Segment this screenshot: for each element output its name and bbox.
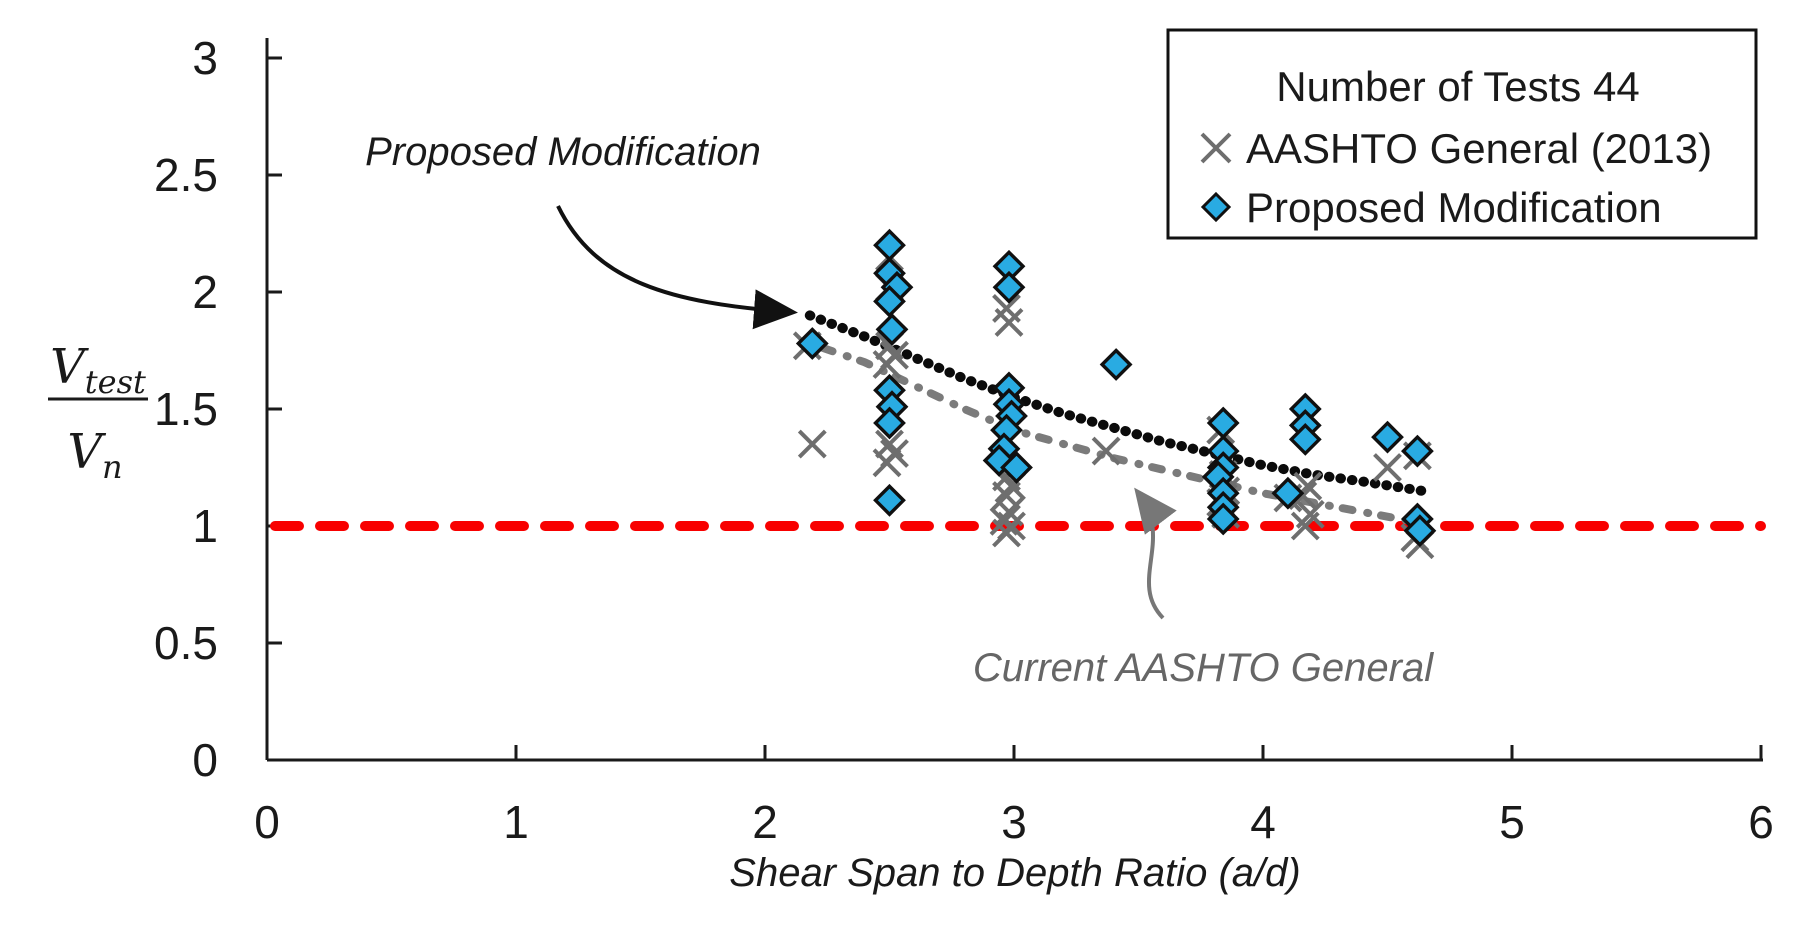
scatter-point-diamond (1371, 420, 1404, 454)
scatter-point-diamond (795, 327, 829, 360)
y-tick-label: 0.5 (154, 617, 218, 669)
y-axis-denominator: Vn (67, 424, 122, 486)
scatter-point-diamond (1000, 451, 1033, 484)
curved-arrow-current (1134, 487, 1177, 620)
x-tick-label: 0 (254, 796, 280, 848)
scatter-point-diamond (875, 312, 909, 346)
legend-entry-proposed: Proposed Modification (1200, 184, 1662, 231)
scatter-point-x (994, 307, 1024, 337)
scatter-point-x (1290, 511, 1320, 541)
scatter-point-diamond (1288, 422, 1322, 456)
scatter-point-diamond (1099, 348, 1133, 381)
y-axis-title-fraction: Vtest Vn (48, 339, 148, 486)
x-tick-label: 2 (752, 796, 778, 848)
scatter-point-x (797, 429, 827, 459)
x-tick-label: 6 (1748, 796, 1774, 848)
x-tick-label: 1 (503, 796, 529, 848)
axes: 0 1 2 3 4 5 6 0 0.5 1 1.5 2 2.5 3 (154, 32, 1774, 848)
y-tick-label: 1.5 (154, 383, 218, 435)
legend-x-marker-icon (1200, 132, 1232, 164)
y-tick-label: 3 (192, 32, 218, 84)
legend-entry-aashto: AASHTO General (2013) (1200, 125, 1712, 172)
legend-diamond-marker-icon (1200, 191, 1232, 223)
x-tick-label: 4 (1250, 796, 1276, 848)
y-axis-numerator: Vtest (50, 339, 146, 401)
x-tick-labels: 0 1 2 3 4 5 6 (254, 796, 1774, 848)
scatter-point-x (992, 518, 1021, 548)
y-tick-label: 2 (192, 266, 218, 318)
y-axis-ticks (267, 56, 282, 645)
curved-arrow-proposed (556, 205, 798, 330)
scatter-point-diamond (1206, 502, 1240, 536)
scatter-point-diamond (992, 270, 1026, 304)
legend-entry-aashto-label: AASHTO General (2013) (1246, 125, 1712, 172)
proposed-diamond-points (795, 228, 1437, 548)
y-tick-label: 2.5 (154, 149, 218, 201)
x-axis-ticks (265, 745, 1763, 760)
scatter-point-x (1091, 436, 1121, 466)
x-axis-title: Shear Span to Depth Ratio (a/d) (729, 851, 1300, 895)
scatter-point-x (872, 350, 902, 379)
legend-title: Number of Tests 44 (1276, 63, 1639, 110)
scatter-point-diamond (1400, 434, 1434, 468)
scatter-point-diamond (873, 284, 906, 318)
scatter-point-diamond (873, 228, 906, 262)
y-tick-label: 1 (192, 500, 218, 552)
scatter-point-x (1373, 453, 1402, 482)
scatter-point-diamond (1403, 514, 1437, 548)
scatter-point-diamond (873, 406, 906, 440)
legend: Number of Tests 44 AASHTO General (2013)… (1166, 28, 1758, 240)
scatter-point-diamond (1206, 406, 1240, 440)
y-tick-label: 0 (192, 734, 218, 786)
y-tick-labels: 0 0.5 1 1.5 2 2.5 3 (154, 32, 218, 786)
annotation-proposed-modification: Proposed Modification (365, 130, 761, 174)
x-tick-label: 3 (1001, 796, 1027, 848)
proposed-modification-curve (804, 310, 1428, 496)
scatter-point-x (872, 448, 902, 478)
scatter-point-diamond (1271, 476, 1305, 510)
legend-box (1166, 28, 1758, 240)
legend-entry-proposed-label: Proposed Modification (1246, 184, 1662, 231)
scatter-point-diamond (873, 483, 906, 517)
annotation-current-aashto: Current AASHTO General (973, 646, 1434, 690)
x-tick-label: 5 (1499, 796, 1525, 848)
